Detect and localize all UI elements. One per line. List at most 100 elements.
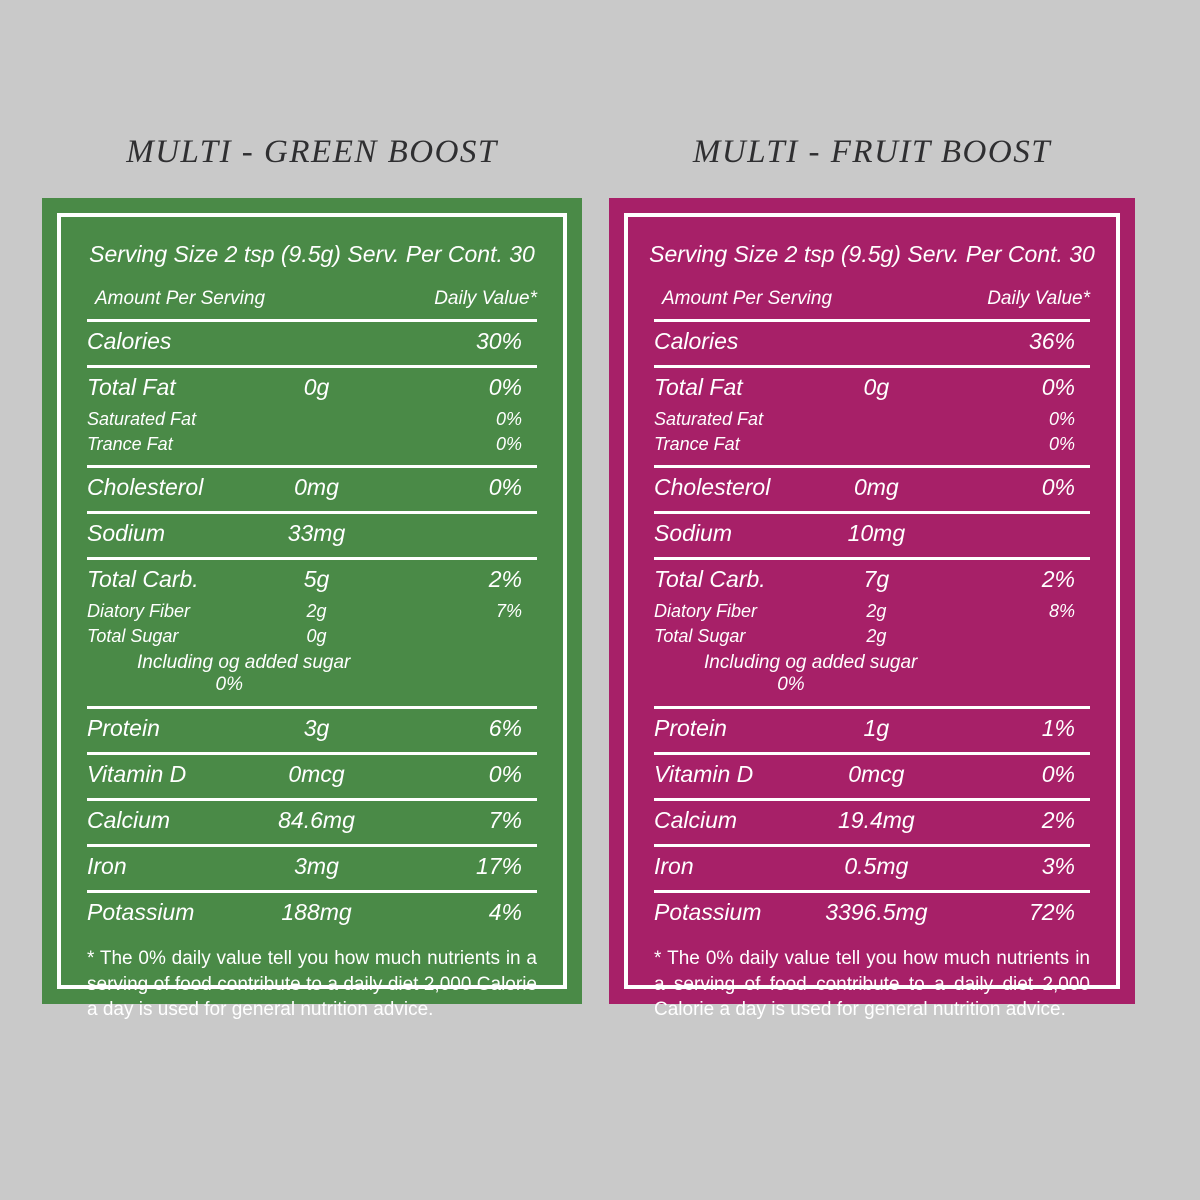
- nutrient-rows: Calories 30% Total Fat 0g 0% Saturated Fat 0% T…: [87, 322, 537, 932]
- nutrient-daily-value: 3%: [1041, 853, 1075, 879]
- serving-size-line: Serving Size 2 tsp (9.5g) Serv. Per Cont…: [89, 241, 535, 267]
- row-total-fat: Total Fat 0g 0%: [87, 368, 537, 407]
- row-total-sugar: Total Sugar 0g: [87, 624, 537, 649]
- row-calcium: Calcium 84.6mg 7%: [87, 801, 537, 847]
- row-including-og-added-sugar: Including og added sugar 0%: [87, 649, 537, 709]
- nutrient-amount: 2g: [866, 626, 887, 646]
- nutrient-name: Potassium: [87, 899, 195, 925]
- nutrient-name: Including og added sugar: [137, 652, 351, 673]
- nutrient-amount: 1g: [863, 715, 890, 741]
- nutrient-name: Protein: [654, 715, 727, 741]
- row-saturated-fat: Saturated Fat 0%: [87, 407, 537, 432]
- nutrient-daily-value: 2%: [1041, 566, 1075, 592]
- row-vitamin-d: Vitamin D 0mcg 0%: [654, 755, 1090, 801]
- nutrient-daily-value: 0%: [777, 674, 805, 695]
- fruit-boost-label: MULTI - FRUIT BOOST Serving Size 2 tsp (…: [609, 130, 1135, 1020]
- nutrient-name: Cholesterol: [87, 474, 204, 500]
- nutrient-daily-value: 0%: [1041, 474, 1075, 500]
- row-diatory-fiber: Diatory Fiber 2g 8%: [654, 599, 1090, 624]
- row-total-carb: Total Carb. 5g 2%: [87, 560, 537, 599]
- nutrient-amount: 0g: [306, 626, 327, 646]
- row-potassium: Potassium 3396.5mg 72%: [654, 893, 1090, 932]
- green-boost-title: MULTI - GREEN BOOST: [126, 134, 498, 170]
- nutrient-daily-value: 4%: [488, 899, 522, 925]
- nutrient-name: Trance Fat: [654, 434, 740, 454]
- nutrient-amount: 33mg: [287, 520, 346, 546]
- nutrient-daily-value: 36%: [1028, 328, 1075, 354]
- nutrient-daily-value: 6%: [488, 715, 522, 741]
- nutrient-daily-value: 7%: [488, 807, 522, 833]
- row-calcium: Calcium 19.4mg 2%: [654, 801, 1090, 847]
- nutrient-daily-value: 0%: [1048, 434, 1075, 454]
- nutrient-name: Including og added sugar: [704, 652, 918, 673]
- row-trance-fat: Trance Fat 0%: [87, 432, 537, 468]
- nutrient-daily-value: 0%: [1048, 409, 1075, 429]
- nutrient-daily-value: 0%: [488, 761, 522, 787]
- nutrient-daily-value: 0%: [488, 374, 522, 400]
- nutrient-name: Saturated Fat: [87, 409, 197, 429]
- amount-per-serving-header: Amount Per Serving: [95, 288, 266, 309]
- nutrient-amount: 3396.5mg: [825, 899, 928, 925]
- nutrient-amount: 84.6mg: [278, 807, 355, 833]
- green-boost-panel-border: Serving Size 2 tsp (9.5g) Serv. Per Cont…: [57, 213, 567, 1020]
- nutrient-daily-value: 72%: [1028, 899, 1075, 925]
- row-sodium: Sodium 10mg: [654, 514, 1090, 560]
- nutrient-amount: 0g: [863, 374, 890, 400]
- table-header-row: Amount Per Serving Daily Value*: [87, 288, 537, 322]
- row-iron: Iron 0.5mg 3%: [654, 847, 1090, 893]
- row-total-fat: Total Fat 0g 0%: [654, 368, 1090, 407]
- daily-value-footnote: * The 0% daily value tell you how much n…: [654, 948, 1090, 1021]
- nutrient-daily-value: 8%: [1048, 601, 1075, 621]
- nutrient-name: Saturated Fat: [654, 409, 764, 429]
- row-sodium: Sodium 33mg: [87, 514, 537, 560]
- nutrient-daily-value: 17%: [475, 853, 522, 879]
- nutrient-amount: 5g: [303, 566, 330, 592]
- nutrient-daily-value: 1%: [1041, 715, 1075, 741]
- nutrient-amount: 0mg: [294, 474, 339, 500]
- row-calories: Calories 36%: [654, 322, 1090, 368]
- daily-value-footnote: * The 0% daily value tell you how much n…: [87, 948, 537, 1021]
- nutrient-daily-value: 0%: [1041, 374, 1075, 400]
- green-boost-panel: Serving Size 2 tsp (9.5g) Serv. Per Cont…: [42, 198, 582, 1020]
- nutrient-name: Calories: [87, 328, 172, 354]
- nutrient-name: Total Fat: [87, 374, 176, 400]
- nutrient-amount: 0mg: [853, 474, 899, 500]
- daily-value-header: Daily Value*: [987, 288, 1090, 309]
- nutrient-daily-value: 30%: [475, 328, 522, 354]
- row-trance-fat: Trance Fat 0%: [654, 432, 1090, 468]
- nutrient-daily-value: 7%: [495, 601, 522, 621]
- nutrient-amount: 188mg: [281, 899, 352, 925]
- green-boost-label: MULTI - GREEN BOOST Serving Size 2 tsp (…: [42, 130, 582, 1020]
- fruit-boost-panel: Serving Size 2 tsp (9.5g) Serv. Per Cont…: [609, 198, 1135, 1020]
- nutrient-name: Iron: [87, 853, 127, 879]
- nutrient-amount: 19.4mg: [837, 807, 915, 833]
- nutrient-name: Total Sugar: [654, 626, 746, 646]
- nutrient-amount: 0g: [303, 374, 330, 400]
- nutrient-amount: 0mcg: [288, 761, 345, 787]
- nutrient-amount: 2g: [306, 601, 327, 621]
- nutrient-name: Iron: [654, 853, 694, 879]
- row-cholesterol: Cholesterol 0mg 0%: [87, 468, 537, 514]
- nutrient-name: Cholesterol: [654, 474, 771, 500]
- row-total-sugar: Total Sugar 2g: [654, 624, 1090, 649]
- nutrient-name: Vitamin D: [654, 761, 754, 787]
- nutrient-amount: 7g: [863, 566, 890, 592]
- row-including-og-added-sugar: Including og added sugar 0%: [654, 649, 1090, 709]
- nutrient-name: Protein: [87, 715, 160, 741]
- nutrient-amount: 0.5mg: [844, 853, 909, 879]
- fruit-boost-title: MULTI - FRUIT BOOST: [692, 134, 1052, 170]
- row-diatory-fiber: Diatory Fiber 2g 7%: [87, 599, 537, 624]
- table-header-row: Amount Per Serving Daily Value*: [654, 288, 1090, 322]
- row-saturated-fat: Saturated Fat 0%: [654, 407, 1090, 432]
- nutrient-daily-value: 2%: [488, 566, 522, 592]
- nutrient-daily-value: 0%: [495, 409, 522, 429]
- nutrient-name: Calories: [654, 328, 739, 354]
- nutrient-daily-value: 0%: [215, 674, 243, 695]
- serving-size-line: Serving Size 2 tsp (9.5g) Serv. Per Cont…: [649, 241, 1095, 267]
- nutrient-name: Sodium: [87, 520, 165, 546]
- nutrient-name: Total Carb.: [87, 566, 199, 592]
- row-cholesterol: Cholesterol 0mg 0%: [654, 468, 1090, 514]
- nutrient-name: Potassium: [654, 899, 762, 925]
- nutrient-name: Calcium: [87, 807, 171, 833]
- row-protein: Protein 1g 1%: [654, 709, 1090, 755]
